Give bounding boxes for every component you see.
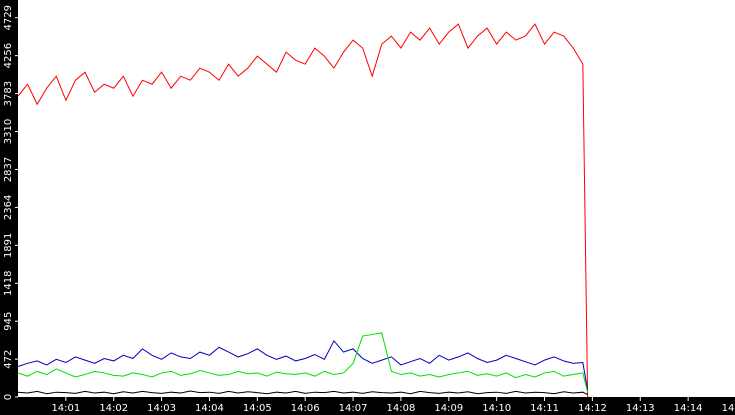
- x-tick-label: 14:02: [99, 403, 128, 414]
- y-tick-label: 2837: [3, 157, 14, 182]
- x-tick-label: 14:09: [434, 403, 463, 414]
- x-tick-label: 14:04: [195, 403, 224, 414]
- series-line: [17, 339, 589, 391]
- y-tick-label: 3310: [3, 119, 14, 144]
- series-line: [17, 23, 589, 398]
- y-axis-band: [0, 0, 18, 415]
- x-tick-label: 14:15: [722, 403, 735, 414]
- x-tick-label: 14:13: [626, 403, 655, 414]
- y-tick-label: 3783: [3, 81, 14, 106]
- series-line: [17, 332, 589, 393]
- y-tick-label: 4256: [3, 43, 14, 68]
- x-tick-label: 14:07: [339, 403, 368, 414]
- y-tick-label: 2364: [3, 195, 14, 220]
- y-tick-label: 1891: [3, 233, 14, 258]
- series-line: [17, 390, 588, 396]
- y-tick-label: 472: [3, 350, 14, 369]
- x-tick-label: 14:06: [291, 403, 320, 414]
- x-tick-label: 14:12: [578, 403, 607, 414]
- y-tick-label: 1418: [3, 271, 14, 296]
- y-tick-label: 0: [3, 394, 14, 400]
- y-tick-label: 945: [3, 312, 14, 331]
- x-tick-label: 14:08: [387, 403, 416, 414]
- x-tick-label: 14:03: [147, 403, 176, 414]
- x-axis-band: [0, 397, 735, 415]
- x-tick-label: 14:10: [482, 403, 511, 414]
- x-tick-label: 14:11: [530, 403, 559, 414]
- x-tick-label: 14:01: [51, 403, 80, 414]
- x-tick-label: 14:05: [243, 403, 272, 414]
- y-tick-label: 4729: [3, 5, 14, 30]
- x-tick-label: 14:14: [674, 403, 703, 414]
